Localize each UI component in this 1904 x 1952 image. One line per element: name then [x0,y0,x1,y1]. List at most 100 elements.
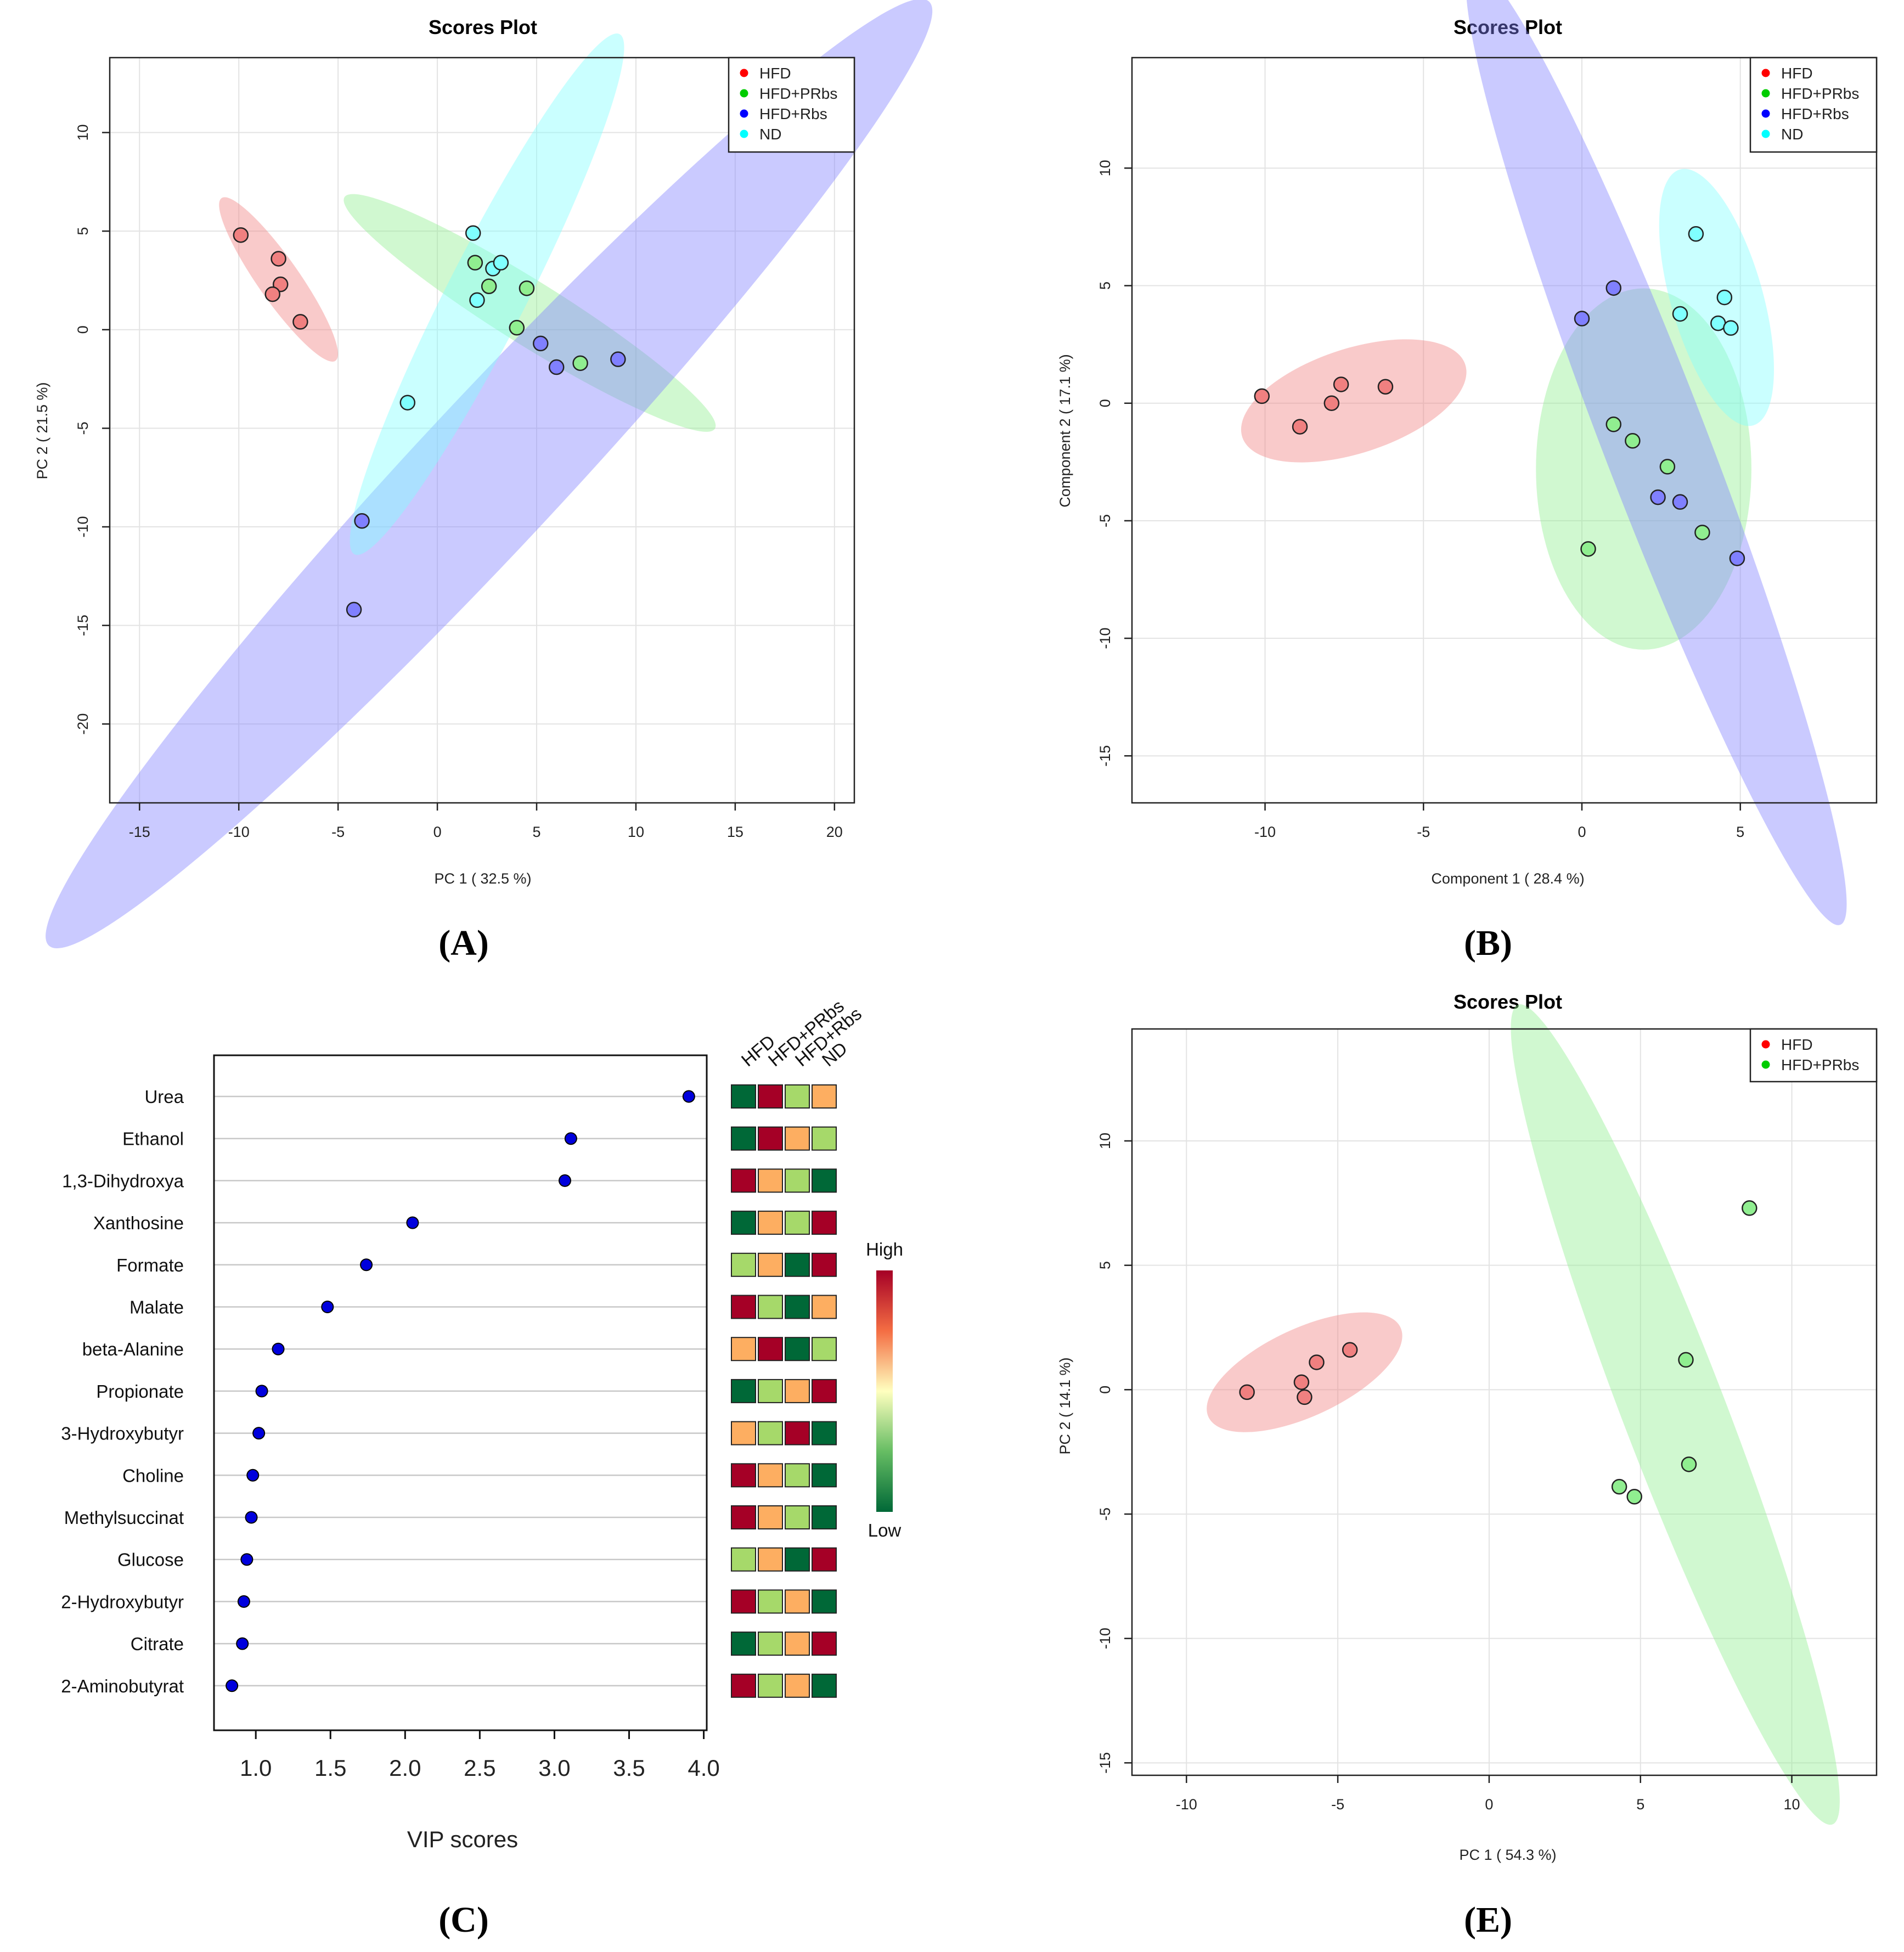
panel-a-legend: HFD HFD+PRbs HFD+Rbs ND [728,57,855,153]
panel-a-xtick-3: 0 [433,824,442,840]
panel-c-vip-point-5 [321,1301,334,1313]
panel-e-legend-swatch-1 [1761,1060,1770,1069]
panel-b-xtick-0: -10 [1254,824,1276,840]
panel-c-metabolite-label-14: 2-Aminobutyrat [61,1676,184,1696]
panel-a-point-hfd-prbs-1 [481,278,497,294]
panel-c: Urea Ethanol 1,3-Dihydroxya Xanthosine Forma… [61,995,903,1940]
panel-e-ellipse-hfd [1207,1312,1402,1432]
panel-c-heat-cell-2-3 [812,1168,837,1193]
panel-a-point-hfd-0 [233,227,249,243]
panel-b-title: Scores Plot [1454,16,1562,38]
panel-b-legend-label-3: ND [1781,126,1803,143]
panel-a-title: Scores Plot [429,16,537,38]
panel-c-metabolite-label-7: Propionate [96,1381,184,1402]
panel-a-point-hfd-1 [271,251,286,267]
panel-a-legend-label-2: HFD+Rbs [759,105,827,122]
panel-a-point-hfd-prbs-3 [509,319,525,336]
panel-a-ellipse-hfd-rbs [46,0,933,948]
panel-c-heat-cell-4-1 [758,1252,783,1277]
panel-c-heat-cell-1-3 [812,1126,837,1151]
panel-c-metabolite-label-12: 2-Hydroxybutyr [61,1591,184,1612]
panel-c-heat-cell-10-2 [785,1505,810,1529]
panel-c-metabolite-label-10: Methylsuccinat [64,1507,184,1528]
panel-a-point-hfd-3 [264,286,280,302]
panel-b-point-hfd-prbs-4 [1580,541,1596,557]
panel-c-heat-cell-3-1 [758,1211,783,1235]
panel-c-heat-cell-4-3 [812,1252,837,1277]
panel-e-xlabel: PC 1 ( 54.3 %) [1459,1847,1556,1863]
panel-e-ytick-0: -15 [1097,1752,1113,1774]
panel-c-heat-cell-8-0 [731,1421,756,1445]
panel-e-legend: HFD HFD+PRbs [1749,1028,1878,1083]
panel-c-heat-cell-8-3 [812,1421,837,1445]
panel-b-point-hfd-4 [1377,379,1394,395]
panel-b-point-hfd-3 [1333,376,1349,392]
panel-a-legend-swatch-1 [740,89,748,98]
panel-e: Scores Plot -10 -5 0 5 10 -15 -10 -5 0 5 10 HFD HFD+… [1057,991,1878,1940]
panel-a-legend-label-0: HFD [759,65,791,82]
panel-c-metabolite-label-6: beta-Alanine [82,1339,184,1359]
panel-c-colorbar-high: High [866,1239,903,1259]
panel-c-metabolite-label-3: Xanthosine [93,1213,184,1233]
panel-c-heat-cell-11-1 [758,1547,783,1572]
panel-b-ytick-3: 0 [1097,399,1113,407]
panel-c-heat-cell-3-3 [812,1211,837,1235]
panel-b-point-hfd-rbs-1 [1606,280,1621,296]
panel-c-heat-cell-1-1 [758,1126,783,1151]
panel-c-heat-cell-9-2 [785,1463,810,1488]
panel-c-colorbar-low: Low [868,1520,902,1540]
panel-b-xtick-3: 5 [1736,824,1744,840]
panel-b-ytick-0: -15 [1097,745,1113,767]
panel-b-ellipse-hfd-prbs [1536,288,1751,650]
panel-a-ytick-4: 0 [75,325,91,334]
panel-a-xtick-4: 5 [532,824,540,840]
panel-c-heat-cell-7-0 [731,1379,756,1403]
panel-c-heat-cell-10-0 [731,1505,756,1529]
panel-a-ylabel: PC 2 ( 21.5 %) [34,382,50,479]
panel-b-xtick-1: -5 [1417,824,1430,840]
panel-a-point-nd-3 [469,292,485,308]
panel-a-ytick-1: -15 [75,615,91,636]
panel-a-xtick-1: -10 [228,824,250,840]
panel-c-heat-cell-0-2 [785,1084,810,1109]
panel-c-caption: (C) [438,1900,489,1940]
panel-b-legend-label-0: HFD [1781,65,1813,82]
panel-c-metabolite-label-5: Malate [129,1297,184,1318]
panel-a-point-hfd-prbs-0 [467,255,483,271]
panel-e-point-hfd-3 [1309,1354,1325,1370]
panel-c-heat-cell-3-2 [785,1211,810,1235]
panel-b-legend-swatch-2 [1761,109,1770,118]
panel-c-xlabel: VIP scores [407,1826,518,1852]
panel-b-caption: (B) [1464,923,1512,963]
panel-e-xtick-1: -5 [1331,1796,1344,1813]
panel-b-point-hfd-prbs-1 [1625,433,1641,449]
panel-a-legend-swatch-2 [740,109,748,118]
panel-b-ytick-2: -5 [1097,514,1113,527]
panel-c-metabolite-label-11: Glucose [117,1550,184,1570]
panel-c-heat-cell-9-0 [731,1463,756,1488]
panel-e-title: Scores Plot [1454,991,1562,1013]
panel-c-heat-cell-2-1 [758,1168,783,1193]
panel-c-heat-cell-5-3 [812,1295,837,1319]
panel-c-heat-cell-13-1 [758,1632,783,1656]
panel-a-xtick-5: 10 [628,824,644,840]
panel-e-plot: -10 -5 0 5 10 -15 -10 -5 0 5 10 HFD HFD+PRbs [1097,1004,1878,1825]
panel-c-xtick-2: 2.0 [389,1755,421,1781]
panel-a-point-nd-2 [493,255,509,271]
panel-c-vip-point-9 [246,1469,260,1482]
panel-c-heat-cell-7-1 [758,1379,783,1403]
panel-c-heat-cell-1-0 [731,1126,756,1151]
panel-b: Scores Plot -10 -5 0 5 -15 -10 -5 0 5 10 HFD HFD+PR… [1057,0,1878,963]
panel-c-xtick-5: 3.5 [613,1755,645,1781]
panel-c-vip-point-4 [360,1258,373,1272]
panel-a-point-hfd-prbs-4 [572,355,588,372]
panel-b-point-hfd-0 [1254,388,1270,404]
panel-a-point-nd-4 [399,395,416,410]
panel-c-metabolite-label-0: Urea [144,1087,184,1107]
panel-c-vip-point-0 [682,1090,695,1103]
panel-c-heat-cell-7-2 [785,1379,810,1403]
panel-a-point-hfd-rbs-2 [610,351,626,367]
panel-c-heat-cell-2-2 [785,1168,810,1193]
panel-a-legend-label-3: ND [759,126,781,143]
panel-c-heat-cell-12-2 [785,1589,810,1614]
